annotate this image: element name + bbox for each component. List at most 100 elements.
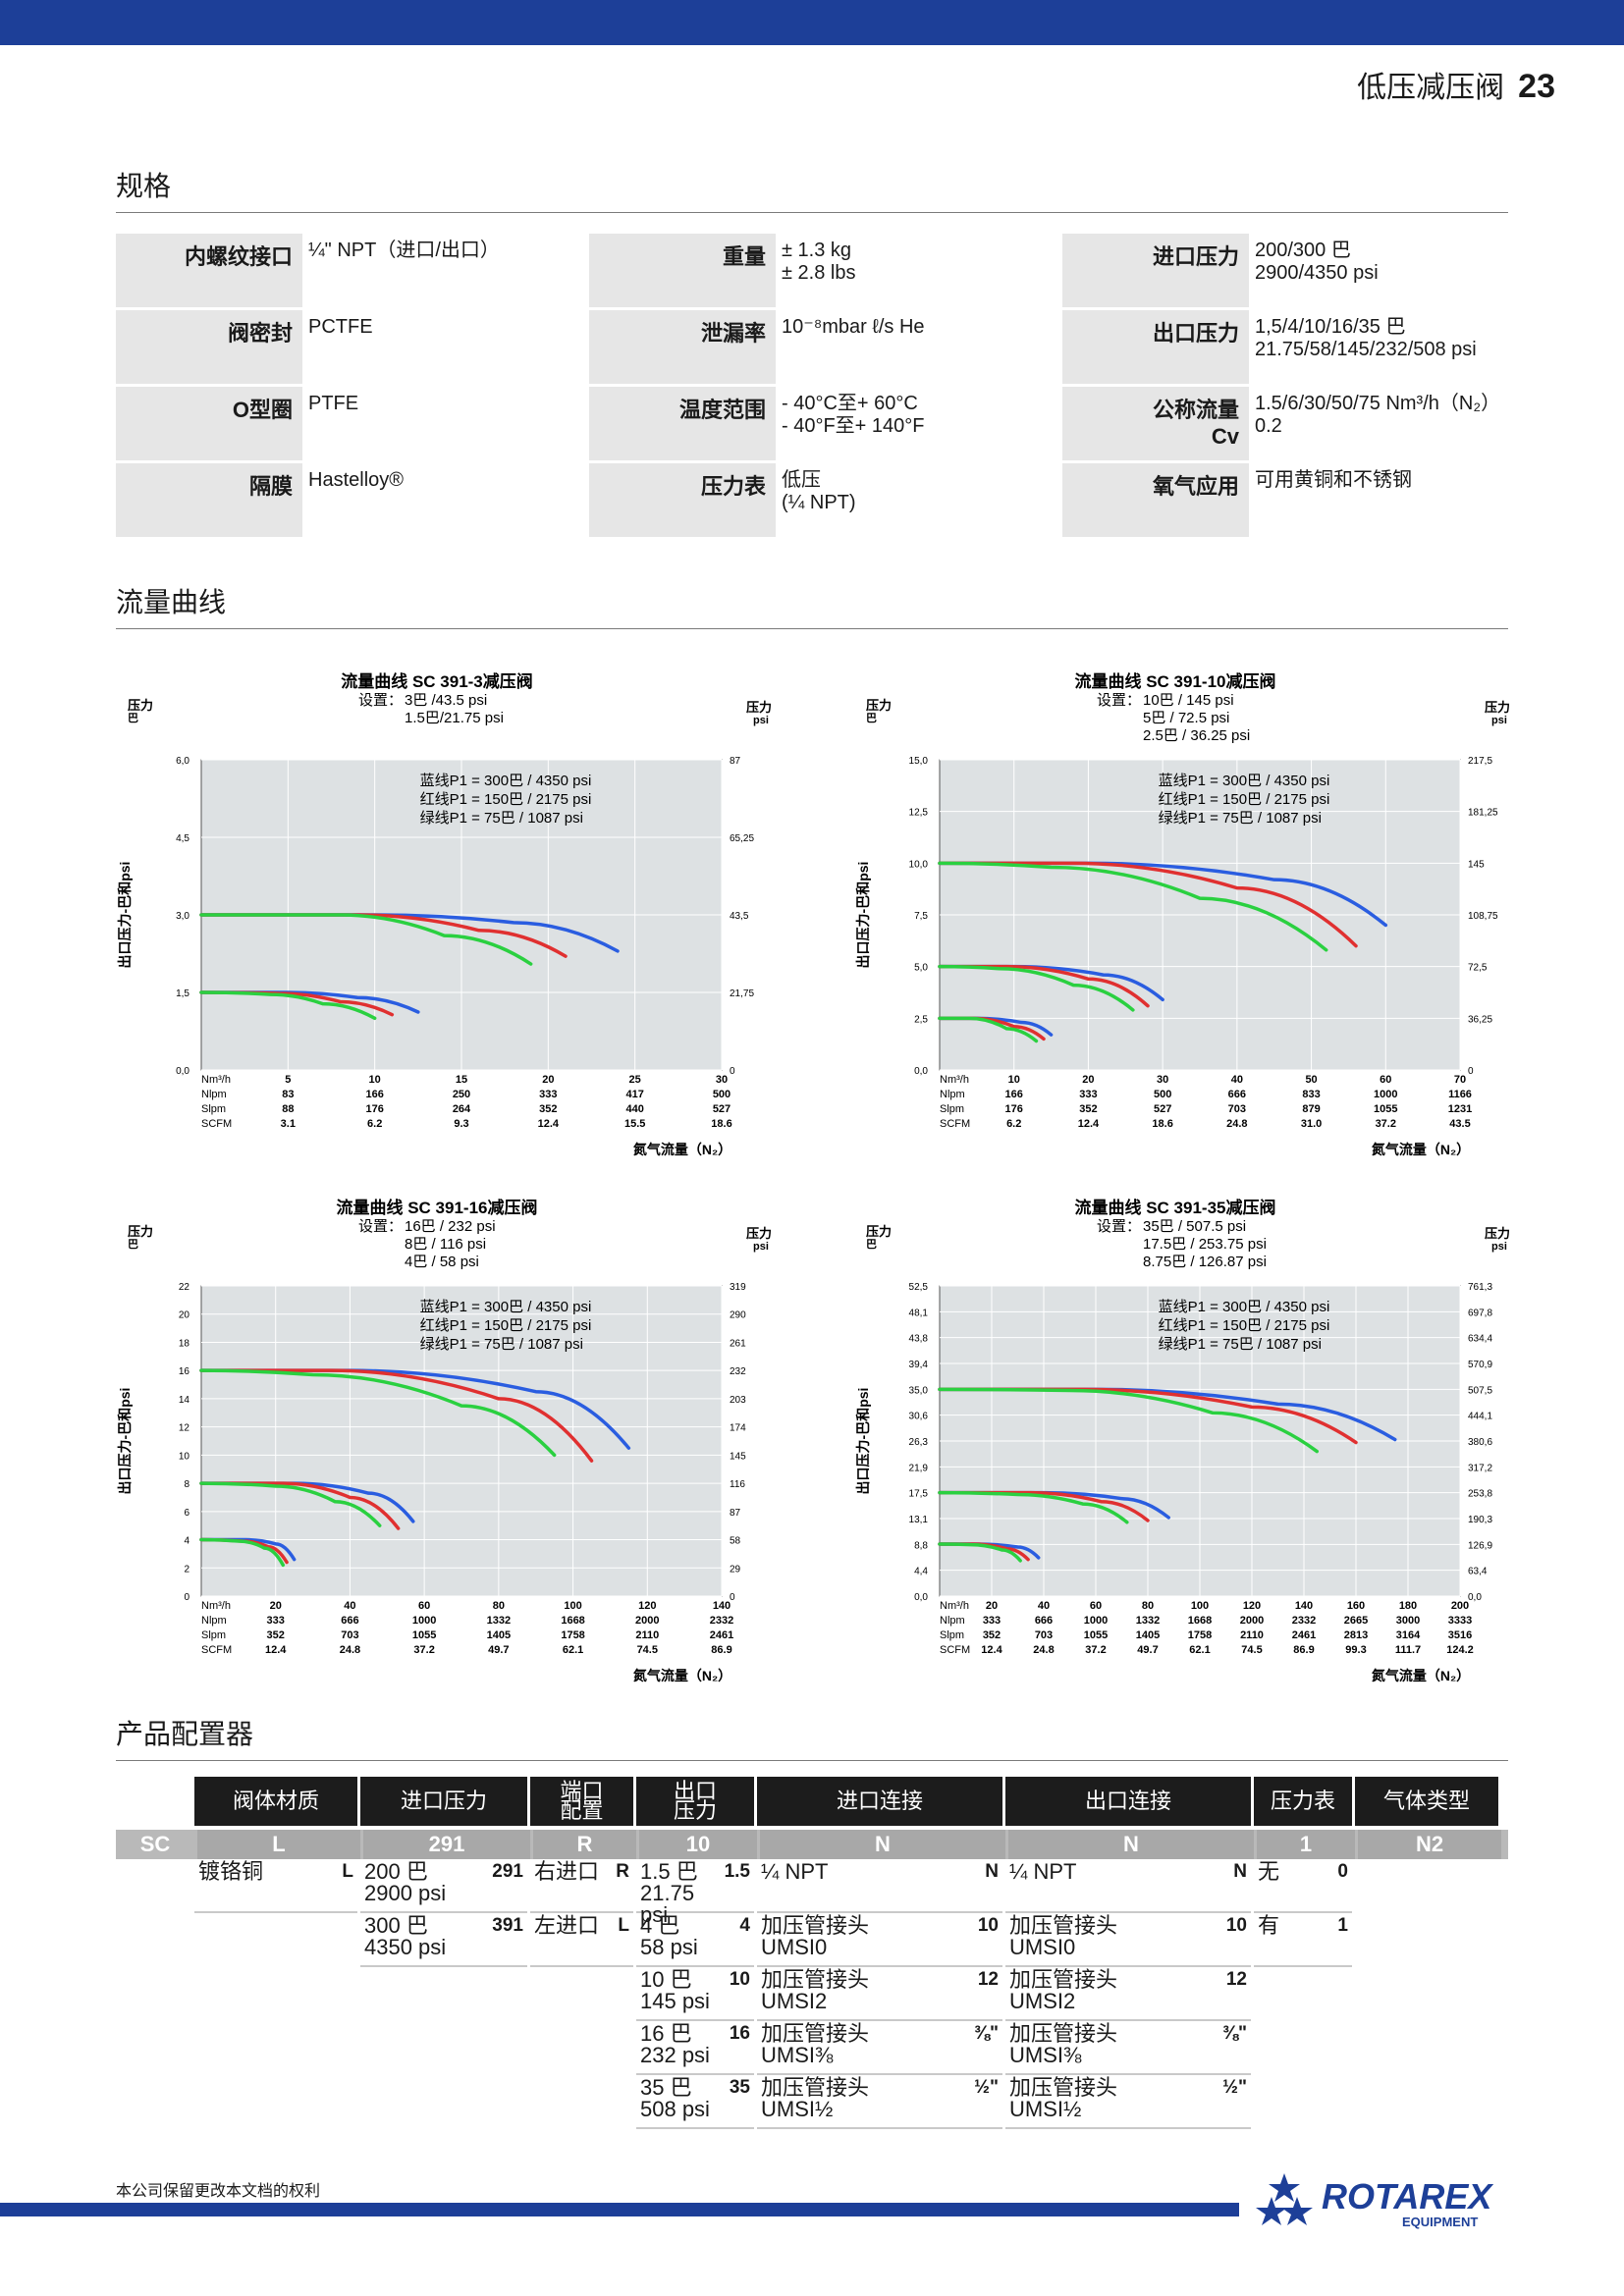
legend-item: 红线P1 = 150巴 / 2175 psi <box>1159 1317 1330 1334</box>
option-label: 加压管接头 UMSI2 <box>761 1967 870 2013</box>
x-tick-label: 80 <box>493 1600 505 1612</box>
config-header: 端口 配置 <box>530 1777 633 1826</box>
y-right-tick-label: 444,1 <box>1468 1412 1492 1422</box>
y-tick-label: 1,5 <box>176 988 189 999</box>
spec-item: 进口压力 200/300 巴 2900/4350 psi <box>1062 234 1536 307</box>
chart-setting-label: 设置： <box>1097 1218 1141 1235</box>
chart-setting: 10巴 / 145 psi <box>1143 692 1234 709</box>
spec-label: O型圈 <box>116 387 302 460</box>
y-tick-label: 16 <box>179 1366 190 1377</box>
config-code: L <box>197 1830 360 1859</box>
x-tick-label: Nlpm <box>201 1615 227 1627</box>
y-tick-label: 20 <box>179 1310 190 1321</box>
x-tick-label: 703 <box>1228 1103 1246 1115</box>
chart-setting: 8巴 / 116 psi <box>405 1236 486 1253</box>
chart-title: 流量曲线 SC 391-16减压阀 <box>337 1198 538 1217</box>
config-header: 压力表 <box>1254 1777 1352 1826</box>
option-code: 4 <box>739 1915 750 1936</box>
x-tick-label: Slpm <box>940 1629 964 1641</box>
option-code: ½" <box>974 2077 999 2098</box>
option-code: 1 <box>1337 1915 1348 1936</box>
y-tick-label: 0,0 <box>914 1592 928 1603</box>
chart-setting-label: 设置： <box>358 1218 403 1235</box>
x-tick-label: 37.2 <box>413 1644 434 1656</box>
y-right-tick-label: 87 <box>730 1508 741 1519</box>
option-label: 右进口 <box>534 1859 600 1884</box>
option-code: ½" <box>1222 2077 1247 2098</box>
option-label: 35 巴 508 psi <box>640 2075 710 2121</box>
legend-item: 红线P1 = 150巴 / 2175 psi <box>1159 791 1330 808</box>
x-tick-label: 2332 <box>710 1615 733 1627</box>
y-tick-label: 43,8 <box>909 1334 929 1345</box>
x-tick-label: 3516 <box>1448 1629 1472 1641</box>
y-tick-label: 26,3 <box>909 1437 929 1448</box>
spec-label: 内螺纹接口 <box>116 234 302 307</box>
x-tick-label: 60 <box>1090 1600 1102 1612</box>
spec-row: 内螺纹接口 ¼" NPT（进口/出口） 重量 ± 1.3 kg ± 2.8 lbs 进口… <box>116 234 1508 307</box>
option-code: N <box>985 1861 999 1882</box>
chart-setting: 5巴 / 72.5 psi <box>1143 710 1229 726</box>
x-tick-label: 2813 <box>1344 1629 1368 1641</box>
x-tick-label: 88 <box>282 1103 294 1115</box>
x-tick-label: 50 <box>1305 1074 1317 1086</box>
y-axis-label: 出口压力-巴和psi <box>117 1388 133 1495</box>
unit-text: 压力 <box>746 1226 772 1241</box>
option-label: 16 巴 232 psi <box>640 2021 710 2067</box>
y-right-tick-label: 43,5 <box>730 911 749 922</box>
x-tick-label: 166 <box>365 1089 383 1100</box>
flow-chart-2: 流量曲线 SC 391-10减压阀 设置： 10巴 / 145 psi 5巴 / 72… <box>846 669 1553 1160</box>
series-line <box>938 861 1328 952</box>
unit-text: 压力 <box>128 698 153 713</box>
option-code: 0 <box>1337 1861 1348 1882</box>
x-tick-label: Nm³/h <box>940 1600 969 1612</box>
y-tick-label: 10,0 <box>909 859 929 870</box>
logo-text: ROTAREX <box>1322 2176 1493 2216</box>
config-column: 200 巴 2900 psi 291 300 巴 4350 psi 391 <box>360 1859 527 1967</box>
y-right-tick-label: 190,3 <box>1468 1515 1492 1525</box>
config-header: 进口连接 <box>757 1777 1002 1826</box>
y-right-tick-label: 217,5 <box>1468 756 1492 767</box>
y-right-tick-label: 87 <box>730 756 741 767</box>
spec-value: PTFE <box>308 393 359 414</box>
chart-setting-label: 设置： <box>1097 692 1141 709</box>
x-tick-label: 180 <box>1399 1600 1417 1612</box>
y-tick-label: 30,6 <box>909 1412 929 1422</box>
chart-setting: 16巴 / 232 psi <box>405 1218 496 1235</box>
y-tick-label: 39,4 <box>909 1360 929 1370</box>
config-option: 加压管接头 UMSI½ ½" <box>1005 2075 1251 2129</box>
y-right-tick-label: 380,6 <box>1468 1437 1492 1448</box>
x-tick-label: 2000 <box>1240 1615 1264 1627</box>
legend-item: 红线P1 = 150巴 / 2175 psi <box>420 791 592 808</box>
y-tick-label: 13,1 <box>909 1515 929 1525</box>
y-tick-label: 35,0 <box>909 1385 929 1396</box>
series-line <box>938 1542 1022 1563</box>
config-code: 1 <box>1257 1830 1355 1859</box>
y-right-tick-label: 203 <box>730 1395 746 1406</box>
option-label: 加压管接头 UMSI½ <box>761 2075 870 2121</box>
config-option: 16 巴 232 psi 16 <box>636 2021 754 2075</box>
x-tick-label: 15 <box>456 1074 467 1086</box>
spec-label: 公称流量 Cv <box>1062 387 1249 460</box>
x-tick-label: 20 <box>986 1600 998 1612</box>
x-tick-label: 1332 <box>487 1615 511 1627</box>
config-option: ¼ NPT N <box>1005 1859 1251 1913</box>
y-tick-label: 15,0 <box>909 756 929 767</box>
unit-text: psi <box>753 1241 769 1253</box>
x-tick-label: 20 <box>1082 1074 1094 1086</box>
y-tick-label: 2 <box>184 1564 189 1575</box>
unit-text: 压力 <box>746 700 772 715</box>
x-tick-label: 124.2 <box>1446 1644 1474 1656</box>
x-tick-label: 333 <box>1079 1089 1097 1100</box>
y-right-tick-label: 232 <box>730 1366 746 1377</box>
config-code: 291 <box>363 1830 530 1859</box>
x-tick-label: 1055 <box>1374 1103 1397 1115</box>
y-right-tick-label: 634,4 <box>1468 1334 1492 1345</box>
spec-row: O型圈 PTFE 温度范围 - 40°C至+ 60°C - 40°F至+ 140°F 公… <box>116 387 1508 460</box>
top-bar <box>0 0 1624 45</box>
x-tick-label: 440 <box>625 1103 643 1115</box>
spec-item: 温度范围 - 40°C至+ 60°C - 40°F至+ 140°F <box>589 387 1062 460</box>
chart-title: 流量曲线 SC 391-35减压阀 <box>1075 1198 1276 1217</box>
